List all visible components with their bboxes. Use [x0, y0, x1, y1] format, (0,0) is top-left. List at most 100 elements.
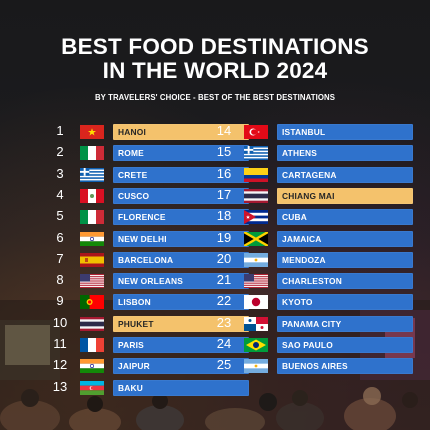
rank-number: 21 — [216, 272, 232, 288]
rank-number: 8 — [56, 272, 64, 288]
city-name: CHIANG MAI — [282, 190, 335, 201]
rank-number: 4 — [56, 186, 64, 202]
ranking-row: 1 HANOI — [45, 123, 255, 140]
ranking-row: 12 JAIPUR — [45, 357, 255, 375]
ranking-row: 19 JAMAICA — [209, 229, 419, 247]
city-bar: PHUKET — [113, 315, 249, 332]
greece-flag-icon — [244, 146, 268, 161]
peru-flag-icon — [80, 188, 104, 203]
city-name: FLORENCE — [118, 212, 166, 223]
spain-flag-icon — [80, 252, 104, 267]
city-name: CARTAGENA — [282, 169, 337, 180]
city-bar: NEW ORLEANS — [113, 273, 249, 290]
france-flag-icon — [80, 338, 104, 352]
ranking-row: 8 NEW ORLEANS — [45, 272, 255, 290]
rank-number: 13 — [52, 378, 68, 394]
ranking-row: 16 CARTAGENA — [209, 166, 419, 183]
rank-number: 14 — [216, 123, 232, 138]
city-name: ROME — [118, 148, 144, 159]
city-name: PARIS — [118, 340, 144, 350]
rank-number: 23 — [216, 314, 232, 330]
subtitle: BY TRAVELERS' CHOICE - BEST OF THE BEST … — [94, 93, 336, 102]
page-title-line1: BEST FOOD DESTINATIONS — [61, 34, 369, 59]
rank-number: 10 — [52, 314, 68, 330]
rank-number: 19 — [216, 229, 232, 245]
city-name: NEW DELHI — [118, 233, 167, 244]
argentina-flag-icon — [244, 252, 268, 267]
city-bar: ROME — [113, 145, 249, 162]
city-bar: KYOTO — [277, 294, 413, 311]
rank-number: 5 — [56, 208, 64, 224]
italy-flag-icon — [80, 146, 104, 161]
rank-number: 1 — [56, 123, 64, 138]
brazil-flag-icon — [244, 338, 268, 352]
city-name: JAMAICA — [282, 233, 322, 244]
city-name: BARCELONA — [118, 254, 174, 265]
ranking-row: 22 KYOTO — [209, 293, 419, 311]
city-bar: ATHENS — [277, 145, 413, 162]
ranking-row: 2 ROME — [45, 144, 255, 162]
city-bar: CARTAGENA — [277, 166, 413, 183]
city-name: PANAMA CITY — [282, 318, 342, 329]
rank-number: 9 — [56, 293, 64, 309]
city-bar: ISTANBUL — [277, 124, 413, 140]
ranking-row: 11 PARIS — [45, 336, 255, 353]
city-bar: PANAMA CITY — [277, 315, 413, 332]
ranking-row: 23 PANAMA CITY — [209, 314, 419, 332]
usa-flag-icon — [244, 274, 268, 289]
city-name: LISBON — [118, 297, 151, 308]
city-name: CUBA — [282, 212, 307, 223]
colombia-flag-icon — [244, 167, 268, 182]
azerbaijan-flag-icon — [80, 380, 104, 395]
city-name: KYOTO — [282, 297, 313, 308]
city-bar: CUSCO — [113, 187, 249, 204]
city-bar: CHIANG MAI — [277, 187, 413, 204]
rank-number: 24 — [216, 336, 232, 351]
city-name: JAIPUR — [118, 361, 150, 372]
ranking-row: 21 CHARLESTON — [209, 272, 419, 290]
ranking-row: 14 ISTANBUL — [209, 123, 419, 140]
argentina-flag-icon — [244, 359, 268, 374]
city-name: CRETE — [118, 169, 148, 180]
page-title-line2: IN THE WORLD 2024 — [102, 58, 328, 83]
city-bar: BARCELONA — [113, 251, 249, 268]
city-bar: NEW DELHI — [113, 230, 249, 247]
city-bar: SAO PAULO — [277, 337, 413, 353]
city-bar: CHARLESTON — [277, 273, 413, 290]
rank-number: 12 — [52, 357, 68, 373]
city-name: NEW ORLEANS — [118, 276, 184, 287]
ranking-row: 15 ATHENS — [209, 144, 419, 162]
ranking-row: 9 LISBON — [45, 293, 255, 311]
city-name: BUENOS AIRES — [282, 361, 348, 372]
city-name: ATHENS — [282, 148, 318, 159]
ranking-row: 4 CUSCO — [45, 186, 255, 204]
ranking-row: 20 MENDOZA — [209, 250, 419, 268]
rank-number: 7 — [56, 250, 64, 266]
rank-number: 17 — [216, 186, 232, 202]
ranking-row: 24 SAO PAULO — [209, 336, 419, 353]
city-bar: BAKU — [113, 379, 249, 396]
ranking-row: 6 NEW DELHI — [45, 229, 255, 247]
rank-number: 6 — [56, 229, 64, 245]
rank-number: 18 — [216, 208, 232, 224]
city-bar: PARIS — [113, 337, 249, 353]
ranking-row: 17 CHIANG MAI — [209, 186, 419, 204]
india-flag-icon — [80, 231, 104, 246]
rank-number: 2 — [56, 144, 64, 160]
rank-number: 11 — [53, 336, 67, 351]
vietnam-flag-icon — [80, 125, 104, 139]
city-bar: HANOI — [113, 124, 249, 140]
rank-number: 20 — [216, 250, 232, 266]
city-bar: BUENOS AIRES — [277, 358, 413, 375]
panama-flag-icon — [244, 316, 268, 331]
city-name: CHARLESTON — [282, 276, 343, 287]
city-bar: CRETE — [113, 166, 249, 183]
city-name: MENDOZA — [282, 254, 326, 265]
usa-flag-icon — [80, 274, 104, 289]
ranking-row: 10 PHUKET — [45, 314, 255, 332]
city-bar: MENDOZA — [277, 251, 413, 268]
city-bar: JAMAICA — [277, 230, 413, 247]
city-bar: CUBA — [277, 209, 413, 226]
city-bar: JAIPUR — [113, 358, 249, 375]
